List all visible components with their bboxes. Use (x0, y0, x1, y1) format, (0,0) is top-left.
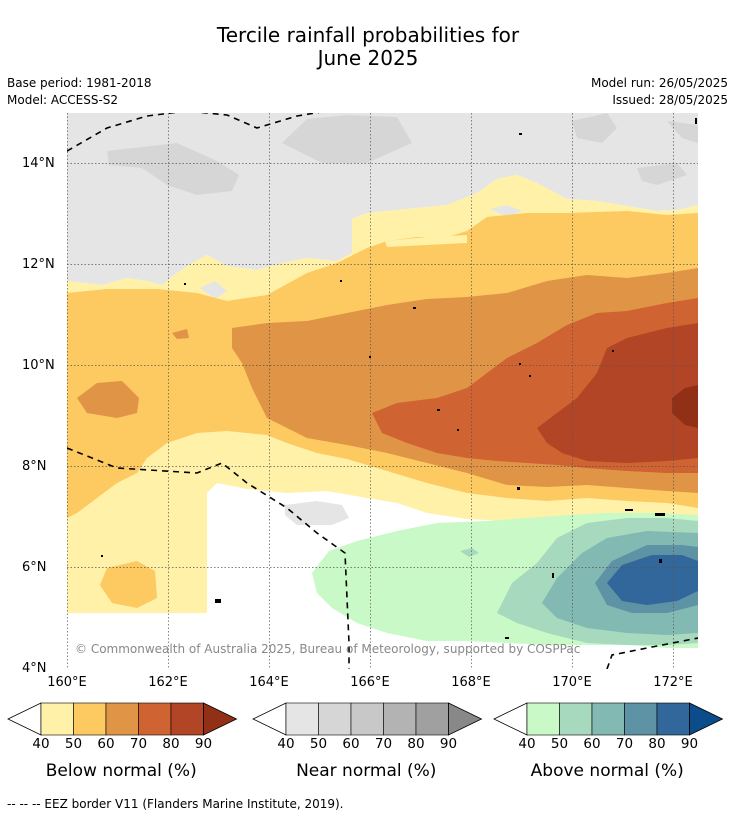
below-normal-colorbar-segment (73, 702, 107, 736)
above-normal-colorbar-tick: 40 (518, 736, 536, 752)
near-normal-colorbar-segment (415, 702, 449, 736)
near-normal-colorbar-segment (383, 702, 417, 736)
above-normal-colorbar-over-arrow (689, 702, 724, 736)
above-normal-colorbar-segment (559, 702, 593, 736)
model-name: Model: ACCESS-S2 (7, 93, 119, 107)
near-normal-50-region-e (667, 121, 698, 143)
above-normal-colorbar-segment (656, 702, 690, 736)
below-normal-colorbar-segment (138, 702, 172, 736)
model-run: Model run: 26/05/2025 (590, 76, 728, 90)
map-title-line1: Tercile rainfall probabilities for (216, 23, 520, 47)
below-normal-50-patch (100, 561, 157, 608)
light-yellow-sliver (385, 235, 467, 247)
eez-borders (67, 113, 698, 669)
base-period: Base period: 1981-2018 (7, 76, 152, 90)
lon-tick-170E: 170°E (552, 675, 592, 690)
eez-footnote: -- -- -- EEZ border V11 (Flanders Marine… (7, 797, 344, 811)
near-normal-colorbar-tick: 40 (277, 736, 295, 752)
above-normal-colorbar-tick: 60 (583, 736, 601, 752)
eez-border-north (67, 113, 320, 152)
map-title-line2: June 2025 (317, 46, 419, 70)
near-normal-50-region-c (572, 113, 617, 143)
near-normal-hole-b (490, 205, 522, 217)
above-normal-colorbar-under-arrow (493, 702, 528, 736)
lat-tick-14N: 14°N (22, 156, 55, 171)
above-normal-50-patch-small (460, 548, 479, 557)
near-normal-colorbar-tick: 60 (342, 736, 360, 752)
near-normal-colorbar-segment (350, 702, 384, 736)
below-normal-90-region (672, 385, 698, 428)
lat-tick-12N: 12°N (22, 257, 55, 272)
gridlines (67, 113, 698, 669)
near-normal-colorbar-under-arrow (252, 702, 287, 736)
near-normal-colorbar-tick: 50 (309, 736, 328, 752)
near-normal-colorbar-segment (285, 702, 319, 736)
lon-tick-168E: 168°E (451, 675, 491, 690)
lat-tick-10N: 10°N (22, 358, 55, 373)
lon-tick-160E: 160°E (47, 675, 87, 690)
lat-tick-4N: 4°N (22, 661, 47, 676)
lon-tick-166E: 166°E (350, 675, 390, 690)
lat-tick-6N: 6°N (22, 560, 47, 575)
below-normal-colorbar-over-arrow (203, 702, 238, 736)
near-normal-50-region-a (107, 143, 239, 195)
below-normal-colorbar (7, 702, 238, 736)
above-normal-colorbar-tick: 70 (615, 736, 634, 752)
near-normal-colorbar (252, 702, 483, 736)
below-normal-60-patch (77, 381, 139, 418)
below-normal-colorbar-tick: 90 (194, 736, 213, 752)
below-normal-colorbar-tick: 50 (64, 736, 83, 752)
near-normal-hole-a (200, 281, 227, 299)
near-normal-colorbar-tick: 80 (407, 736, 425, 752)
below-normal-60-small (172, 329, 189, 339)
near-normal-colorbar-tick: 90 (439, 736, 458, 752)
above-normal-colorbar (493, 702, 724, 736)
below-normal-colorbar-under-arrow (7, 702, 42, 736)
islands (101, 118, 697, 639)
lat-tick-8N: 8°N (22, 459, 47, 474)
above-normal-colorbar-tick: 50 (550, 736, 569, 752)
lon-tick-172E: 172°E (653, 675, 693, 690)
near-normal-colorbar-title: Near normal (%) (296, 761, 437, 781)
below-normal-colorbar-title: Below normal (%) (45, 761, 197, 781)
near-normal-40-region (67, 113, 698, 285)
above-normal-colorbar-segment (624, 702, 658, 736)
probability-map: © Commonwealth of Australia 2025, Bureau… (67, 113, 698, 669)
near-normal-50-region-d (637, 163, 687, 185)
near-normal-colorbar-tick: 70 (374, 736, 393, 752)
copyright-text: © Commonwealth of Australia 2025, Bureau… (75, 642, 580, 656)
below-normal-colorbar-tick: 80 (162, 736, 180, 752)
below-normal-colorbar-tick: 70 (129, 736, 148, 752)
eez-border-west (67, 447, 350, 669)
above-normal-colorbar-segment (526, 702, 560, 736)
near-normal-colorbar-over-arrow (448, 702, 483, 736)
above-normal-colorbar-tick: 80 (648, 736, 666, 752)
below-normal-80-region (537, 323, 698, 463)
below-normal-colorbar-segment (40, 702, 74, 736)
near-normal-central-patch (285, 501, 349, 525)
near-normal-50-region-b (282, 115, 412, 163)
above-normal-colorbar-segment (591, 702, 625, 736)
above-normal-colorbar-title: Above normal (%) (530, 761, 684, 781)
lon-tick-162E: 162°E (148, 675, 188, 690)
lon-tick-164E: 164°E (249, 675, 289, 690)
below-normal-colorbar-segment (105, 702, 139, 736)
below-normal-colorbar-tick: 60 (97, 736, 115, 752)
near-normal-colorbar-segment (318, 702, 352, 736)
issued-date: Issued: 28/05/2025 (612, 93, 728, 107)
above-normal-colorbar-tick: 90 (680, 736, 699, 752)
above-normal-80-region (607, 555, 698, 605)
below-normal-colorbar-segment (170, 702, 204, 736)
below-normal-colorbar-tick: 40 (32, 736, 50, 752)
